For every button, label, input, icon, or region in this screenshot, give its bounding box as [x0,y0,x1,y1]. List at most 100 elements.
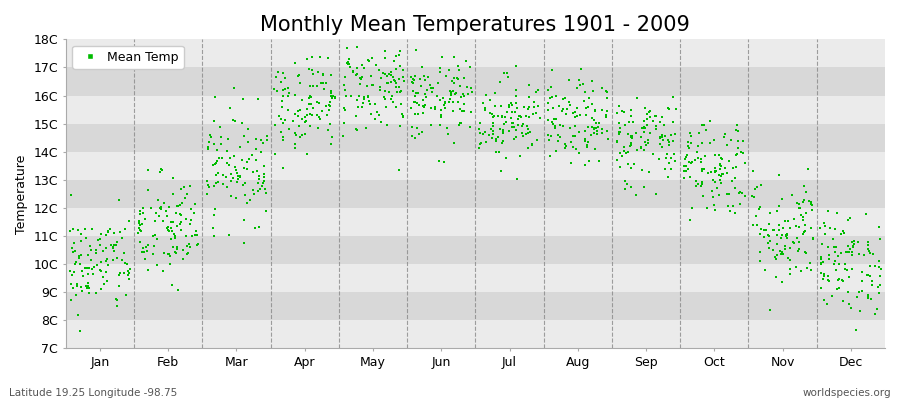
Point [174,218,188,225]
Point [828,226,842,232]
Point [166,243,180,250]
Point [250,168,265,174]
Point [219,174,233,180]
Point [588,108,602,114]
Point [733,201,747,207]
Point [166,174,181,181]
Point [722,158,736,165]
Point [146,250,160,257]
Point [613,164,627,170]
Point [761,233,776,240]
Point [378,104,392,110]
Point [843,304,858,311]
Point [788,216,802,222]
Point [552,132,566,138]
Point [701,170,716,176]
Point [258,185,273,192]
Point [415,129,429,135]
Point [775,232,789,238]
Point [736,138,751,144]
Point [346,69,360,75]
Point [388,78,402,84]
Point [616,108,630,114]
Point [609,156,624,163]
Point [340,60,355,66]
Point [698,127,713,134]
Point [283,90,297,96]
Point [712,152,726,158]
Point [579,105,593,112]
Point [731,138,745,144]
Point [384,92,399,99]
Point [267,122,282,128]
Point [392,52,406,59]
Point [834,231,849,237]
Point [93,241,107,248]
Point [487,113,501,120]
Point [248,135,263,142]
Point [667,131,681,137]
Point [871,284,886,290]
Point [393,89,408,96]
Point [505,124,519,130]
Point [342,61,356,67]
Point [152,212,166,219]
Point [251,180,266,186]
Point [93,267,107,273]
Point [548,148,562,154]
Point [111,303,125,310]
Point [209,180,223,186]
Point [163,252,177,259]
Point [579,112,593,118]
Point [405,79,419,86]
Point [73,252,87,258]
Point [210,147,224,154]
Point [433,122,447,128]
Point [828,249,842,256]
Point [453,83,467,89]
Point [658,166,672,173]
Point [652,134,667,140]
Point [136,210,150,216]
Point [558,95,572,101]
Point [175,200,189,206]
Point [436,54,450,60]
Point [691,142,706,149]
Point [821,244,835,250]
Point [482,97,497,104]
Text: Latitude 19.25 Longitude -98.75: Latitude 19.25 Longitude -98.75 [9,388,177,398]
Point [239,199,254,206]
Point [708,207,723,213]
Point [110,239,124,245]
Point [636,124,651,131]
Point [804,199,818,205]
Point [851,288,866,295]
Point [590,120,604,126]
Point [822,278,836,284]
Point [456,108,471,114]
Point [364,55,379,62]
Point [478,107,492,114]
Point [206,141,220,147]
Point [76,272,91,279]
Point [552,103,566,110]
Point [654,144,669,150]
Point [170,244,184,250]
Point [698,153,712,160]
Point [696,193,710,199]
Point [752,258,767,265]
Point [176,247,190,253]
Point [521,126,535,132]
Point [323,72,338,79]
Point [208,160,222,167]
Point [541,132,555,138]
Point [612,103,626,110]
Point [683,140,698,146]
Point [515,123,529,129]
Point [782,266,796,272]
Point [855,269,869,275]
Point [714,163,728,170]
Point [482,132,496,138]
Point [797,229,812,236]
Point [247,191,261,197]
